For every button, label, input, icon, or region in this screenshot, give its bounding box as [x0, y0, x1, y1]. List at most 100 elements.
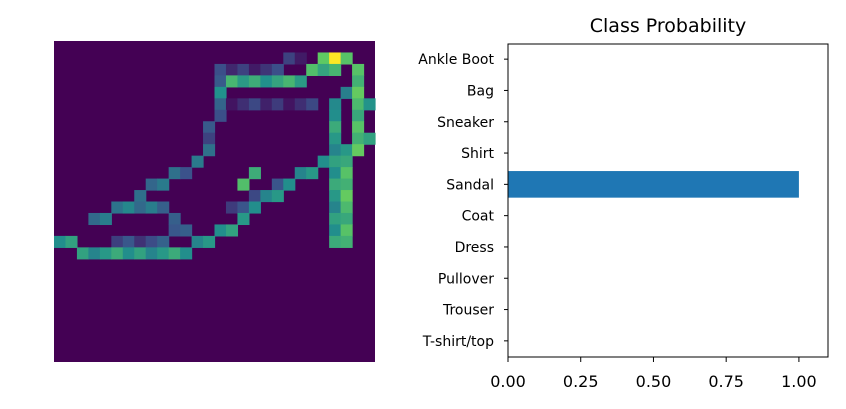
image-pixel: [203, 121, 216, 134]
image-pixel: [352, 86, 365, 99]
image-pixel: [145, 178, 158, 191]
image-pixel: [317, 52, 330, 65]
x-axis: 0.00 0.25 0.50 0.75 1.00: [490, 357, 817, 391]
image-pixel: [157, 201, 170, 214]
image-pixel: [122, 201, 135, 214]
y-tick-label: T-shirt/top: [422, 334, 494, 350]
image-pixel: [329, 63, 342, 76]
image-pixel: [306, 63, 319, 76]
image-pixel: [99, 212, 112, 226]
chart-title: Class Probability: [590, 15, 746, 37]
y-tick-label: Pullover: [438, 271, 494, 287]
image-pixel: [134, 235, 147, 248]
image-pixel: [294, 98, 307, 111]
y-tick-label: Dress: [455, 240, 494, 256]
image-pixel: [145, 247, 158, 260]
image-pixel: [248, 63, 261, 76]
image-pixel: [352, 109, 365, 122]
image-pixel: [157, 178, 170, 191]
image-pixel: [111, 247, 124, 260]
image-pixel: [203, 144, 216, 157]
bar: [508, 171, 799, 198]
y-tick-label: Sandal: [446, 177, 494, 193]
image-pixel: [306, 167, 319, 180]
image-pixel: [283, 98, 296, 111]
image-pixel: [180, 247, 193, 260]
x-tick-label: 0.75: [708, 372, 744, 391]
image-pixel: [134, 201, 147, 214]
image-pixel: [271, 178, 284, 191]
y-tick-label: Shirt: [461, 146, 494, 162]
image-pixel: [248, 75, 261, 88]
image-pixel: [237, 212, 250, 226]
image-pixel: [237, 201, 250, 214]
image-pixel: [340, 52, 353, 65]
image-pixel: [157, 247, 170, 260]
x-tick-label: 0.00: [490, 372, 526, 391]
image-pixel: [214, 86, 227, 99]
image-pixel: [329, 167, 342, 180]
image-pixel: [352, 132, 365, 145]
image-pixel: [363, 98, 376, 111]
image-pixel: [248, 98, 261, 111]
image-pixel: [271, 75, 284, 88]
image-pixel: [203, 235, 216, 248]
image-pixel: [88, 247, 101, 260]
image-pixel: [340, 144, 353, 157]
image-pixel: [168, 224, 181, 237]
image-pixel: [352, 63, 365, 76]
image-pixel: [214, 63, 227, 76]
image-pixel: [294, 75, 307, 88]
image-pixel: [340, 155, 353, 168]
image-pixel: [340, 224, 353, 237]
image-pixel: [180, 167, 193, 180]
image-pixel: [306, 98, 319, 111]
image-pixel: [237, 98, 250, 111]
image-pixel: [329, 132, 342, 145]
image-pixel: [352, 75, 365, 88]
bars: [508, 171, 799, 198]
image-pixel: [271, 98, 284, 111]
image-pixel: [145, 235, 158, 248]
image-pixel: [111, 235, 124, 248]
image-pixel: [225, 75, 239, 88]
image-pixel: [76, 247, 89, 260]
image-pixel: [329, 52, 342, 65]
class-probability-chart: Class Probability T-shirt/top Trouser Pull…: [418, 15, 829, 391]
image-pixel: [225, 201, 239, 214]
image-pixel: [225, 98, 239, 111]
image-pixel: [329, 121, 342, 134]
image-pixel: [214, 224, 227, 237]
image-pixel: [134, 247, 147, 260]
image-pixel: [329, 224, 342, 237]
image-pixel: [237, 63, 250, 76]
image-pixel: [54, 235, 67, 248]
image-pixel: [248, 167, 261, 180]
image-pixel: [248, 201, 261, 214]
image-pixel: [225, 63, 239, 76]
image-pixel: [237, 178, 250, 191]
image-pixel: [203, 132, 216, 145]
image-pixel: [283, 75, 296, 88]
image-pixel: [65, 235, 78, 248]
image-pixel: [122, 247, 135, 260]
image-pixel: [329, 212, 342, 226]
image-pixel: [271, 190, 284, 203]
image-pixel: [283, 52, 296, 65]
image-pixel: [214, 75, 227, 88]
x-tick-label: 0.50: [636, 372, 672, 391]
image-pixel: [168, 212, 181, 226]
image-pixel: [329, 109, 342, 122]
image-pixel: [340, 235, 353, 248]
image-pixel: [191, 235, 204, 248]
image-pixel: [122, 235, 135, 248]
image-pixel: [340, 190, 353, 203]
image-pixel: [260, 63, 273, 76]
x-tick-label: 1.00: [781, 372, 817, 391]
image-pixel: [134, 190, 147, 203]
image-pixel: [283, 178, 296, 191]
y-tick-label: Trouser: [442, 303, 494, 319]
image-pixel: [248, 190, 261, 203]
image-pixel: [111, 201, 124, 214]
y-tick-label: Bag: [467, 83, 494, 99]
